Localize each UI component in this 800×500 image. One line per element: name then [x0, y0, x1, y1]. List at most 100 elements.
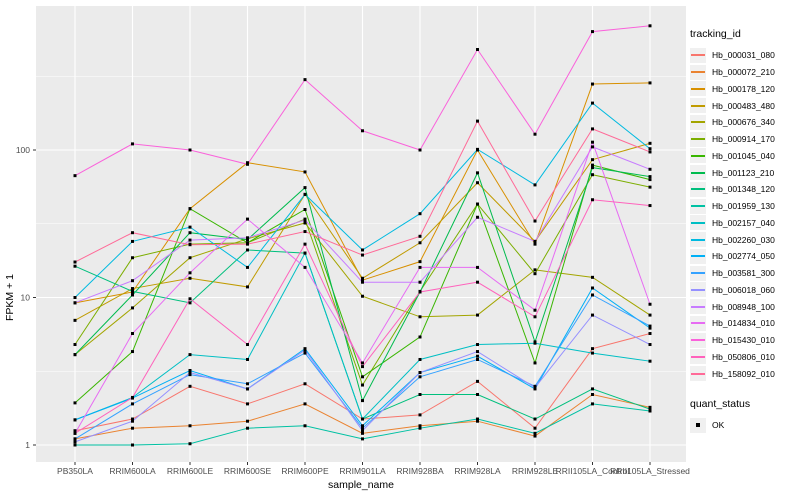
- data-point-marker: [131, 426, 134, 430]
- data-point-marker: [246, 242, 249, 246]
- data-point-marker: [361, 361, 364, 365]
- data-point-marker: [361, 429, 364, 433]
- legend-key-swatch: [690, 349, 706, 365]
- legend-label: Hb_001959_130: [712, 201, 775, 212]
- data-point-marker: [591, 402, 594, 406]
- data-point-marker: [591, 275, 594, 279]
- legend-item-Hb_015430_010: Hb_015430_010: [690, 332, 798, 349]
- data-point-marker: [73, 431, 77, 435]
- x-tick-label: PB350LA: [57, 466, 93, 476]
- legend-key-swatch: [690, 64, 706, 80]
- data-point-marker: [303, 230, 307, 234]
- data-point-marker: [591, 166, 594, 170]
- data-point-marker: [73, 443, 77, 447]
- x-axis-title: sample_name: [328, 479, 394, 491]
- x-tick-label: RRIM600LA: [109, 466, 156, 476]
- data-point-marker: [591, 293, 594, 297]
- data-point-marker: [648, 302, 652, 306]
- data-point-marker: [476, 343, 479, 347]
- data-point-marker: [648, 175, 652, 179]
- data-point-marker: [73, 318, 77, 322]
- legend-key-swatch: [690, 98, 706, 114]
- legend-label: Hb_000483_480: [712, 100, 775, 111]
- data-point-marker: [303, 265, 307, 269]
- data-point-marker: [591, 392, 594, 396]
- data-point-marker: [533, 434, 537, 438]
- legend-item-Hb_050806_010: Hb_050806_010: [690, 349, 798, 366]
- legend-key-swatch: [690, 232, 706, 248]
- data-point-marker: [648, 167, 652, 171]
- data-point-marker: [533, 183, 537, 187]
- data-point-marker: [476, 280, 479, 284]
- data-point-marker: [73, 301, 77, 305]
- x-tick-label: RRIM928LE: [512, 466, 559, 476]
- data-point-marker: [303, 192, 307, 196]
- quant-status-legend: quant_status OK: [690, 398, 798, 434]
- data-point-marker: [188, 276, 192, 280]
- data-point-marker: [303, 402, 307, 406]
- data-point-marker: [246, 265, 249, 269]
- data-point-marker: [73, 429, 77, 433]
- data-point-marker: [303, 351, 307, 355]
- data-point-marker: [476, 417, 479, 421]
- data-point-marker: [246, 402, 249, 406]
- legend-color-line: [691, 339, 705, 342]
- data-point-marker: [188, 231, 192, 235]
- data-point-marker: [73, 296, 77, 299]
- legend-item-Hb_000483_480: Hb_000483_480: [690, 97, 798, 114]
- data-point-marker: [73, 353, 77, 357]
- data-point-marker: [533, 386, 537, 390]
- legend-item-Hb_000178_120: Hb_000178_120: [690, 81, 798, 98]
- data-point-marker: [591, 173, 594, 177]
- legend-color-line: [691, 188, 705, 191]
- data-point-marker: [303, 186, 307, 190]
- data-point-marker: [188, 353, 192, 357]
- data-point-marker: [533, 242, 537, 246]
- data-point-marker: [418, 424, 422, 428]
- data-point-marker: [648, 150, 652, 154]
- data-point-marker: [303, 78, 307, 82]
- data-point-marker: [361, 248, 364, 252]
- legend-color-line: [691, 154, 705, 157]
- data-point-marker: [591, 347, 594, 351]
- data-point-marker: [73, 174, 77, 178]
- data-point-marker: [188, 207, 192, 211]
- x-tick-label: RRIM600PE: [281, 466, 329, 476]
- data-point-marker: [476, 215, 479, 219]
- data-point-marker: [648, 313, 652, 317]
- data-point-marker: [418, 413, 422, 417]
- data-point-marker: [246, 161, 249, 165]
- data-point-marker: [476, 119, 479, 123]
- data-point-marker: [246, 419, 249, 423]
- data-point-marker: [476, 392, 479, 396]
- data-point-marker: [188, 297, 192, 301]
- data-point-marker: [591, 101, 594, 105]
- data-point-marker: [361, 383, 364, 387]
- legend-key-swatch: [690, 265, 706, 281]
- data-point-marker: [188, 384, 192, 388]
- data-point-marker: [73, 343, 77, 347]
- legend-label: Hb_000676_340: [712, 117, 775, 128]
- data-point-marker: [418, 234, 422, 238]
- legend-title-tracking-id: tracking_id: [690, 28, 741, 40]
- legend-item-Hb_002157_040: Hb_002157_040: [690, 215, 798, 232]
- data-point-marker: [73, 264, 77, 268]
- legend-label: Hb_006018_060: [712, 284, 775, 295]
- data-point-marker: [591, 387, 594, 391]
- data-point-marker: [591, 140, 594, 144]
- data-point-marker: [246, 382, 249, 386]
- data-point-marker: [533, 417, 537, 421]
- legend-color-line: [691, 138, 705, 141]
- data-point-marker: [648, 332, 652, 336]
- legend-item-Hb_000072_210: Hb_000072_210: [690, 64, 798, 81]
- data-point-marker: [188, 271, 192, 275]
- data-point-marker: [131, 279, 134, 283]
- data-point-marker: [476, 419, 479, 423]
- data-point-marker: [131, 289, 134, 293]
- data-point-marker: [246, 343, 249, 347]
- data-point-marker: [533, 132, 537, 136]
- legend-color-line: [691, 121, 705, 124]
- data-point-marker: [418, 280, 422, 284]
- data-point-marker: [648, 407, 652, 411]
- legend-key-swatch: [690, 215, 706, 231]
